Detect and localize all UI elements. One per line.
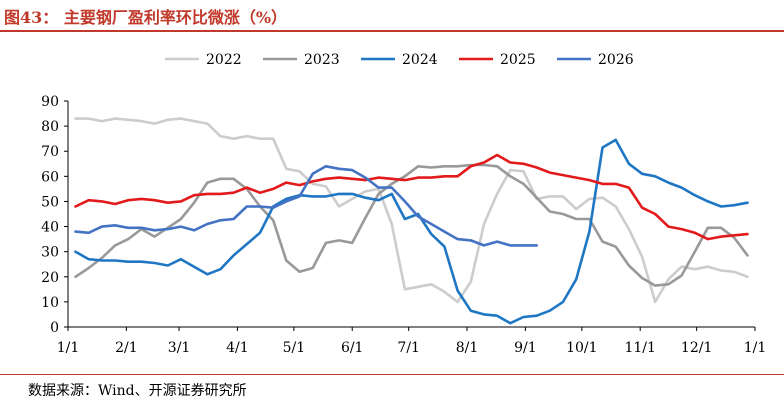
- x-tick-label: 10/1: [566, 340, 597, 356]
- y-tick-label: 80: [41, 119, 59, 135]
- source-note: 数据来源：Wind、开源证券研究所: [28, 383, 247, 399]
- legend-label: 2024: [402, 52, 438, 68]
- series-line-2022: [74, 117, 749, 304]
- x-tick-label: 8/1: [456, 340, 479, 356]
- y-tick-label: 20: [41, 270, 59, 286]
- legend-item-2024: 2024: [361, 52, 438, 68]
- chart-legend: 2022 2023 2024 2025 2026: [165, 52, 634, 68]
- title-rule: [0, 30, 784, 32]
- legend-item-2025: 2025: [459, 52, 536, 68]
- series-layer: [74, 117, 749, 325]
- x-tick-label: 1/1: [57, 340, 80, 356]
- y-tick-label: 40: [41, 220, 59, 236]
- legend-label: 2026: [598, 52, 634, 68]
- legend-item-2026: 2026: [557, 52, 634, 68]
- x-tick-label: 6/1: [341, 340, 364, 356]
- line-chart: 2022 2023 2024 2025 2026 0 10 20 30 40 50 60 70 80 90…: [41, 52, 767, 356]
- x-tick-label: 5/1: [283, 340, 306, 356]
- legend-item-2022: 2022: [165, 52, 242, 68]
- y-tick-label: 90: [41, 94, 59, 110]
- y-tick-label: 50: [41, 194, 59, 210]
- x-tick-label: 1/1: [744, 340, 767, 356]
- x-tick-label: 12/1: [681, 340, 712, 356]
- series-line-2023: [74, 163, 749, 287]
- series-line-2025: [74, 153, 749, 241]
- y-tick-label: 30: [41, 245, 59, 261]
- x-tick-label: 11/1: [624, 340, 655, 356]
- figure-title: 图43： 主要钢厂盈利率环比微涨（%）: [4, 8, 288, 27]
- y-tick-label: 10: [41, 295, 59, 311]
- y-tick-label: 70: [41, 144, 59, 160]
- series-line-2026: [74, 165, 539, 247]
- x-tick-label: 2/1: [115, 340, 138, 356]
- y-tick-label: 60: [41, 169, 59, 185]
- legend-label: 2023: [304, 52, 340, 68]
- x-tick-label: 9/1: [514, 340, 537, 356]
- y-tick-label: 0: [50, 320, 59, 336]
- x-tick-label: 4/1: [226, 340, 249, 356]
- x-tick-label: 3/1: [168, 340, 191, 356]
- x-tick-label: 7/1: [397, 340, 420, 356]
- legend-label: 2025: [500, 52, 536, 68]
- series-line-2024: [74, 138, 749, 325]
- legend-item-2023: 2023: [263, 52, 340, 68]
- x-axis: 1/1 2/1 3/1 4/1 5/1 6/1 7/1 8/1 9/1 10/1 11/1 12/1 1…: [57, 326, 767, 356]
- legend-label: 2022: [206, 52, 242, 68]
- footer-rule: [0, 374, 784, 375]
- y-axis: 0 10 20 30 40 50 60 70 80 90: [41, 94, 69, 336]
